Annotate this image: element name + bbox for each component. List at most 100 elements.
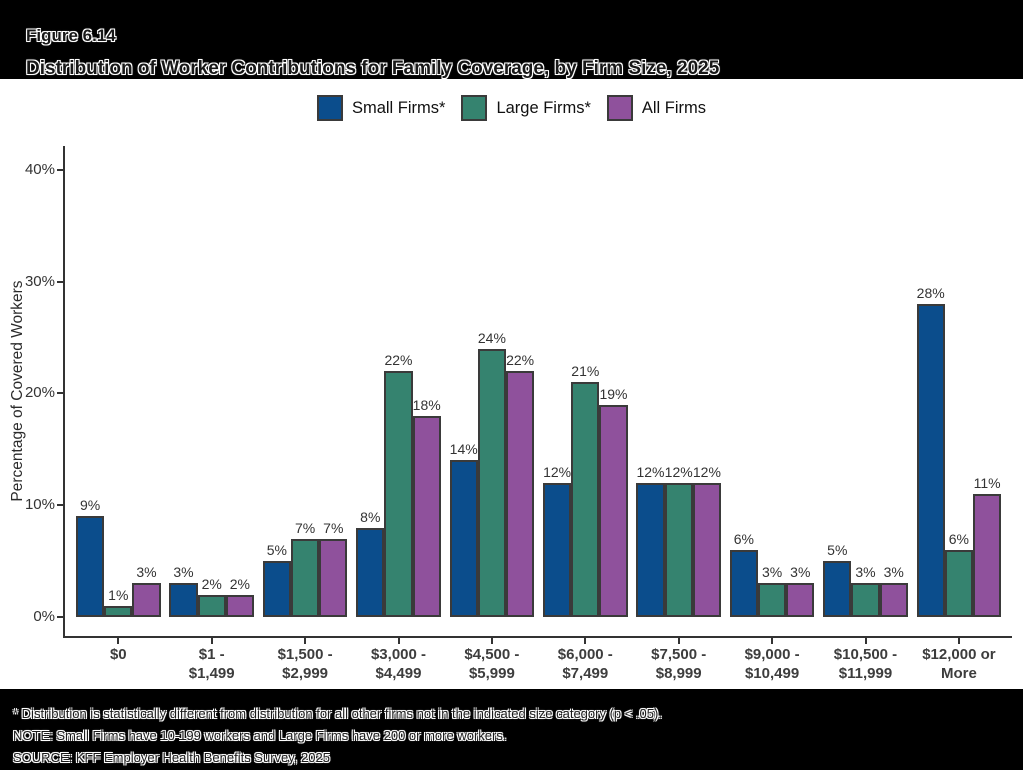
legend-label: All Firms	[641, 98, 707, 117]
footnote-significance: * Distribution is statistically differen…	[13, 706, 662, 721]
x-tick-label-line: $3,000 -	[370, 646, 427, 663]
x-tick-label-line: $7,500 -	[651, 646, 707, 663]
y-tick-label: 40%	[24, 160, 55, 178]
bar-value-label: 22%	[506, 352, 535, 369]
x-tick-mark	[584, 638, 587, 644]
bar-large-firms	[477, 348, 506, 617]
figure-title: Distribution of Worker Contributions for…	[26, 58, 720, 79]
x-tick-label-line: $10,499	[744, 665, 800, 682]
bar-large-firms	[104, 605, 133, 617]
x-tick-label-line: $4,499	[375, 665, 422, 682]
bar-value-label: 7%	[294, 519, 316, 536]
bar-value-label: 21%	[571, 363, 600, 380]
bar-all-firms	[132, 583, 161, 617]
bar-all-firms	[412, 415, 441, 617]
bar-value-label: 3%	[761, 564, 783, 581]
x-tick-label-line: $7,499	[562, 665, 609, 682]
bar-value-label: 3%	[173, 564, 194, 581]
legend-item-all-firms: All Firms	[606, 95, 707, 121]
bottom-black-band	[0, 689, 1023, 770]
bar-value-label: 2%	[229, 575, 250, 592]
legend-item-large-firms: Large Firms*	[461, 95, 591, 121]
x-tick-mark	[210, 638, 213, 644]
x-tick-label-line: $12,000 or	[922, 646, 996, 663]
bar-all-firms	[879, 583, 908, 617]
bar-all-firms	[973, 494, 1002, 617]
x-tick-mark	[117, 638, 120, 644]
legend-label: Large Firms*	[496, 98, 591, 117]
x-tick-label-line: $11,999	[838, 665, 893, 682]
x-tick-label: $7,500 - $8,999	[619, 645, 739, 683]
bar-value-label: 5%	[266, 542, 287, 559]
x-tick-label: $12,000 or More	[899, 645, 1019, 683]
bar-value-label: 6%	[948, 530, 969, 547]
x-tick-label: $1 - $1,499	[152, 645, 272, 683]
x-tick-mark	[490, 638, 493, 644]
x-tick-label-line: $4,500 -	[464, 646, 520, 663]
bar-small-firms	[76, 516, 105, 617]
bar-value-label: 8%	[360, 508, 381, 525]
bar-value-label: 7%	[323, 519, 344, 536]
x-tick-label-line: More	[940, 665, 977, 682]
y-tick-mark	[57, 504, 63, 507]
bar-value-label: 3%	[790, 564, 811, 581]
bar-value-label: 14%	[449, 441, 478, 458]
x-tick-label: $10,500 - $11,999	[806, 645, 926, 683]
footnote-source: SOURCE: KFF Employer Health Benefits Sur…	[13, 750, 330, 765]
bar-value-label: 24%	[477, 329, 506, 346]
top-black-band	[0, 0, 1023, 79]
bar-small-firms	[262, 561, 291, 617]
bar-value-label: 28%	[916, 284, 945, 301]
bar-value-label: 12%	[636, 463, 665, 480]
x-tick-label-line: $10,500 -	[833, 646, 898, 663]
bar-chart: Percentage of Covered Workers 0% 10% 20% 30…	[9, 146, 1019, 683]
x-tick-mark	[677, 638, 680, 644]
y-tick-mark	[57, 168, 63, 171]
y-tick-mark	[57, 616, 63, 618]
x-tick-label-line: $1 -	[198, 646, 225, 663]
bar-value-label: 22%	[384, 352, 413, 369]
x-tick-mark	[304, 638, 307, 644]
legend-swatch	[461, 95, 488, 121]
x-tick-label-line: $8,999	[655, 665, 702, 682]
x-tick-label: $0	[58, 645, 178, 664]
x-tick-mark	[397, 638, 400, 644]
bar-small-firms	[916, 303, 945, 617]
bar-value-label: 12%	[664, 463, 693, 480]
bar-large-firms	[664, 482, 693, 617]
x-tick-label: $1,500 - $2,999	[245, 645, 365, 683]
bar-large-firms	[571, 382, 600, 617]
bar-large-firms	[291, 538, 320, 617]
bar-all-firms	[319, 538, 348, 617]
x-tick-label: $4,500 - $5,999	[432, 645, 552, 683]
bar-all-firms	[225, 594, 254, 617]
bar-small-firms	[356, 527, 385, 617]
bar-all-firms	[692, 482, 721, 617]
x-tick-label: $9,000 - $10,499	[712, 645, 832, 683]
bar-all-firms	[599, 404, 628, 617]
bar-large-firms	[944, 549, 973, 617]
y-tick-mark	[57, 280, 63, 283]
y-tick-label: 10%	[24, 496, 55, 514]
bar-value-label: 11%	[973, 475, 1001, 492]
bar-value-label: 3%	[136, 564, 157, 581]
x-tick-label-line: $0	[109, 646, 127, 663]
bar-large-firms	[197, 594, 226, 617]
x-tick-label-line: $1,499	[188, 665, 235, 682]
x-tick-mark	[864, 638, 867, 644]
bar-large-firms	[384, 371, 413, 617]
bar-large-firms	[851, 583, 880, 617]
bar-value-label: 1%	[108, 586, 129, 603]
y-tick-mark	[57, 392, 63, 395]
bar-all-firms	[506, 371, 535, 617]
bar-value-label: 18%	[412, 396, 441, 413]
chart-legend: Small Firms* Large Firms* All Firms	[0, 93, 1023, 123]
x-tick-label: $3,000 - $4,499	[339, 645, 459, 683]
y-tick-label: 30%	[24, 272, 55, 290]
bar-value-label: 12%	[543, 463, 572, 480]
bar-value-label: 9%	[79, 497, 101, 514]
x-tick-mark	[957, 638, 960, 644]
bar-value-label: 6%	[733, 530, 754, 547]
x-tick-label-line: $5,999	[468, 665, 515, 682]
